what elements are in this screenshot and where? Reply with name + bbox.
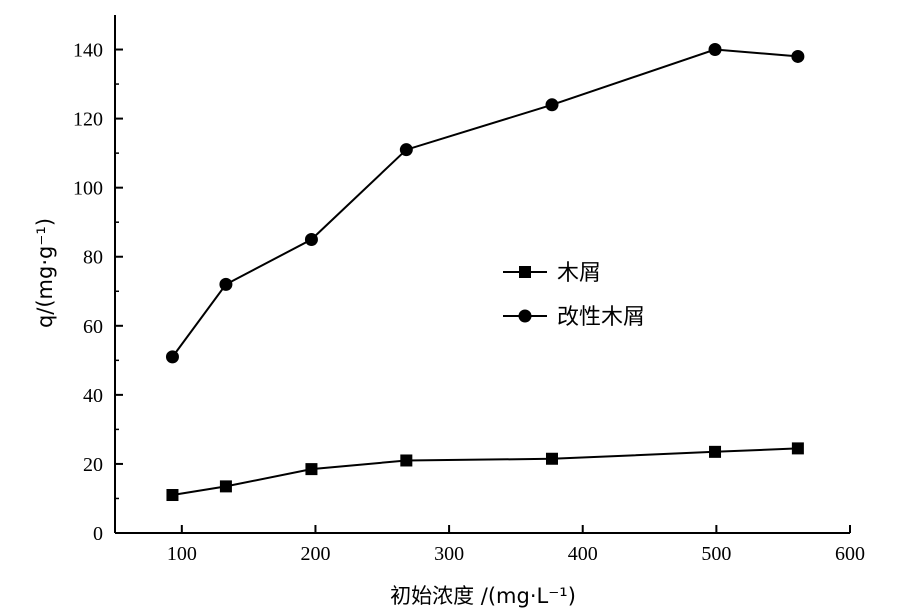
y-tick-label: 60 [83,316,103,338]
data-point-1 [304,232,318,246]
y-tick-label: 120 [73,109,103,131]
y-tick-label: 0 [93,523,103,545]
y-tick-label: 140 [73,40,103,62]
legend: 木屑 改性木屑 [503,261,645,330]
legend-item-1: 改性木屑 [503,305,645,330]
data-point-0 [791,442,804,455]
data-point-0 [219,480,232,493]
legend-item-0: 木屑 [503,261,601,286]
x-tick-label: 500 [701,543,731,565]
data-point-0 [545,452,558,465]
y-tick-label: 80 [83,247,103,269]
data-point-1 [545,98,559,112]
data-point-1 [708,43,722,57]
legend-label-1: 改性木屑 [557,305,645,330]
series-line-0 [172,447,798,496]
x-axis-title: 初始浓度 /(mg·L⁻¹) [390,584,576,608]
x-tick-label: 600 [835,543,865,565]
data-point-0 [709,445,722,458]
data-point-0 [305,463,318,476]
y-tick-label: 20 [83,454,103,476]
x-tick-label: 100 [167,543,197,565]
x-tick-label: 400 [568,543,598,565]
data-point-1 [165,350,179,364]
data-point-0 [166,489,179,502]
legend-marker-1 [518,309,532,323]
data-point-1 [219,277,233,291]
x-tick-label: 200 [300,543,330,565]
legend-label-0: 木屑 [557,261,601,286]
series-line-1 [171,48,798,358]
data-point-1 [791,49,805,63]
data-point-0 [400,454,413,467]
x-tick-label: 300 [434,543,464,565]
tick-group: 100 200 300 400 500 600 0 20 40 60 80 100 120 140 [73,40,865,565]
data-point-1 [399,143,413,157]
y-axis-title: q/(mg·g⁻¹) [33,218,57,328]
y-tick-label: 100 [73,178,103,200]
axes [114,15,850,534]
legend-marker-0 [519,266,531,278]
series-group [165,43,805,502]
y-tick-label: 40 [83,385,103,407]
